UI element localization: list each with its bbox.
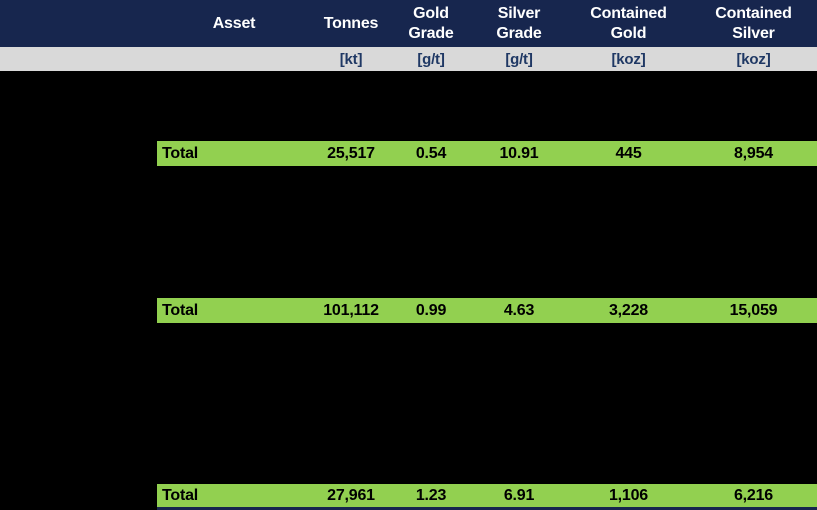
header-label-tonnes: Tonnes xyxy=(323,14,379,32)
units-cell-tonnes: [kt] xyxy=(311,47,391,71)
units-label-tonnes: [kt] xyxy=(339,50,363,68)
total-gold-grade: 0.99 xyxy=(415,301,447,319)
header-cell-contained-gold: Contained Gold xyxy=(567,0,690,47)
total-cell-silver-grade: 10.91 xyxy=(471,141,567,166)
total-contained-silver: 15,059 xyxy=(729,301,778,319)
header-cell-tonnes: Tonnes xyxy=(311,0,391,47)
header-label-gold-grade: Gold Grade xyxy=(408,4,454,42)
total-cell-tonnes: 101,112 xyxy=(311,298,391,323)
total-cell-contained-silver: 6,216 xyxy=(690,484,817,507)
units-label-contained-gold: [koz] xyxy=(611,50,646,68)
total-cell-gold-grade: 0.99 xyxy=(391,298,471,323)
total-cell-label: Total xyxy=(157,484,311,507)
total-contained-silver: 6,216 xyxy=(733,486,774,504)
total-tonnes: 101,112 xyxy=(323,301,379,319)
units-cell-gold-grade: [g/t] xyxy=(391,47,471,71)
units-label-contained-silver: [koz] xyxy=(736,50,771,68)
total-cell-tonnes: 27,961 xyxy=(311,484,391,507)
total-label: Total xyxy=(162,486,199,504)
total-contained-gold: 1,106 xyxy=(608,486,649,504)
header-cell-category xyxy=(0,0,157,47)
total-row-section-2: Total 101,112 0.99 4.63 3,228 15,059 xyxy=(157,298,817,323)
header-label-asset: Asset xyxy=(212,14,256,32)
total-silver-grade: 6.91 xyxy=(503,486,535,504)
total-cell-gold-grade: 0.54 xyxy=(391,141,471,166)
total-cell-silver-grade: 4.63 xyxy=(471,298,567,323)
total-cell-gold-grade: 1.23 xyxy=(391,484,471,507)
total-cell-contained-silver: 15,059 xyxy=(690,298,817,323)
total-label: Total xyxy=(162,301,199,319)
units-label-silver-grade: [g/t] xyxy=(505,50,533,68)
total-row-section-3: Total 27,961 1.23 6.91 1,106 6,216 xyxy=(157,484,817,507)
total-silver-grade: 4.63 xyxy=(503,301,535,319)
header-cell-gold-grade: Gold Grade xyxy=(391,0,471,47)
header-cell-contained-silver: Contained Silver xyxy=(690,0,817,47)
units-label-gold-grade: [g/t] xyxy=(417,50,445,68)
total-tonnes: 27,961 xyxy=(327,486,375,504)
header-cell-silver-grade: Silver Grade xyxy=(471,0,567,47)
total-contained-gold: 3,228 xyxy=(608,301,649,319)
total-cell-label: Total xyxy=(157,298,311,323)
header-label-contained-silver: Contained Silver xyxy=(715,4,792,42)
total-cell-silver-grade: 6.91 xyxy=(471,484,567,507)
units-cell-contained-gold: [koz] xyxy=(567,47,690,71)
total-contained-gold: 445 xyxy=(615,144,642,162)
total-gold-grade: 0.54 xyxy=(415,144,447,162)
total-cell-label: Total xyxy=(157,141,311,166)
total-contained-silver: 8,954 xyxy=(733,144,774,162)
total-cell-contained-silver: 8,954 xyxy=(690,141,817,166)
header-label-contained-gold: Contained Gold xyxy=(590,4,667,42)
table-units-row: [kt] [g/t] [g/t] [koz] [koz] xyxy=(0,47,817,71)
header-cell-asset: Asset xyxy=(157,0,311,47)
units-cell-contained-silver: [koz] xyxy=(690,47,817,71)
header-label-silver-grade: Silver Grade xyxy=(496,4,542,42)
total-cell-contained-gold: 3,228 xyxy=(567,298,690,323)
total-tonnes: 25,517 xyxy=(327,144,375,162)
total-cell-contained-gold: 445 xyxy=(567,141,690,166)
total-label: Total xyxy=(162,144,199,162)
total-row-section-1: Total 25,517 0.54 10.91 445 8,954 xyxy=(157,141,817,166)
table-header-row: Asset Tonnes Gold Grade Silver Grade Con… xyxy=(0,0,817,47)
table-bottom-border xyxy=(157,507,817,510)
total-cell-contained-gold: 1,106 xyxy=(567,484,690,507)
total-silver-grade: 10.91 xyxy=(499,144,539,162)
units-cell-silver-grade: [g/t] xyxy=(471,47,567,71)
total-gold-grade: 1.23 xyxy=(415,486,447,504)
total-cell-tonnes: 25,517 xyxy=(311,141,391,166)
